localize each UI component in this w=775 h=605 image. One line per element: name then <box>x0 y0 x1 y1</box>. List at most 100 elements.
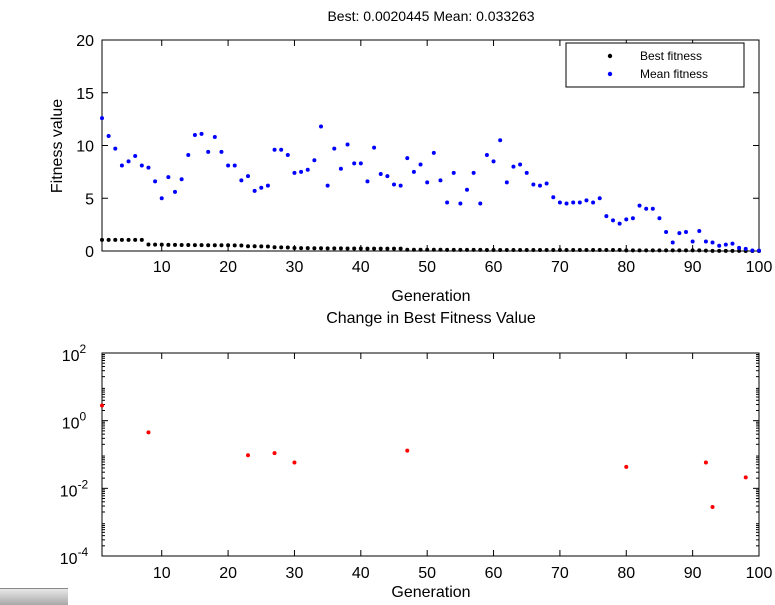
mean-fitness-point <box>259 185 264 190</box>
best-fitness-point <box>438 247 443 252</box>
best-fitness-point <box>285 245 290 250</box>
fitness-plot-x-tick-label: 90 <box>684 259 702 276</box>
mean-fitness-point <box>451 170 456 175</box>
fitness-plot-x-label: Generation <box>391 288 470 305</box>
mean-fitness-point <box>710 240 715 245</box>
best-fitness-point <box>299 246 304 251</box>
change-point <box>703 460 708 465</box>
mean-fitness-point <box>358 161 363 166</box>
best-fitness-point <box>365 246 370 251</box>
change-plot-x-tick-label: 60 <box>485 565 503 582</box>
change-plot-y-tick-label: 100 <box>62 410 87 433</box>
best-fitness-point <box>591 247 596 252</box>
best-fitness-point <box>498 247 503 252</box>
best-fitness-point <box>212 243 217 248</box>
mean-fitness-point <box>133 154 138 159</box>
best-fitness-point <box>577 247 582 252</box>
fitness-plot-title: Best: 0.0020445 Mean: 0.033263 <box>327 8 534 24</box>
best-fitness-point <box>690 248 695 253</box>
mean-fitness-point <box>431 150 436 155</box>
best-fitness-point <box>179 242 184 247</box>
change-plot-x-tick-label: 80 <box>617 565 635 582</box>
mean-fitness-point <box>385 174 390 179</box>
fitness-plot-x-ticks: 10 20 30 40 50 60 70 80 90 100 <box>153 40 773 276</box>
best-fitness-point <box>723 248 728 253</box>
best-fitness-point <box>637 248 642 253</box>
change-plot-x-tick-label: 30 <box>286 565 304 582</box>
mean-fitness-point <box>670 240 675 245</box>
best-fitness-point <box>425 247 430 252</box>
change-plot-x-tick-label: 70 <box>551 565 569 582</box>
best-fitness-point <box>345 246 350 251</box>
best-fitness-point <box>265 244 270 249</box>
fitness-plot-x-tick-label: 60 <box>485 259 503 276</box>
legend-marker-best <box>607 53 613 59</box>
change-point <box>272 451 277 456</box>
best-fitness-point <box>405 247 410 252</box>
mean-fitness-point <box>199 131 204 136</box>
mean-fitness-point <box>531 182 536 187</box>
best-fitness-point <box>538 247 542 252</box>
mean-fitness-point <box>657 216 662 221</box>
fitness-plot-x-tick-label: 100 <box>746 259 773 276</box>
fitness-plot-y-label: Fitness value <box>49 99 66 193</box>
legend: Best fitness Mean fitness <box>565 42 745 88</box>
best-fitness-point <box>312 246 317 251</box>
mean-fitness-point <box>252 188 257 193</box>
best-fitness-point <box>199 243 204 248</box>
mean-fitness-point <box>345 142 350 147</box>
mean-fitness-point <box>312 158 317 163</box>
mean-fitness-point <box>584 198 589 203</box>
mean-fitness-point <box>212 135 217 140</box>
mean-fitness-point <box>126 159 131 164</box>
legend-box <box>565 42 745 88</box>
change-point <box>710 505 715 510</box>
horizontal-scrollbar[interactable] <box>0 588 68 605</box>
mean-fitness-point <box>219 149 224 154</box>
mean-fitness-point <box>604 214 609 219</box>
mean-fitness-point <box>173 189 177 194</box>
mean-fitness-point <box>690 239 695 244</box>
best-fitness-point <box>571 247 576 252</box>
mean-fitness-point <box>319 124 323 129</box>
best-fitness-point <box>511 247 516 252</box>
mean-fitness-point <box>757 248 761 253</box>
fitness-plot-y-tick-label: 20 <box>76 33 94 50</box>
best-fitness-point <box>451 247 456 252</box>
mean-fitness-point <box>338 166 343 171</box>
change-plot-x-tick-label: 40 <box>352 565 370 582</box>
mean-fitness-point <box>498 138 503 143</box>
mean-fitness-point <box>365 179 370 184</box>
mean-fitness-point <box>438 178 443 183</box>
best-fitness-point <box>518 247 523 252</box>
change-plot-y-tick-label: 102 <box>62 342 87 365</box>
change-plot-y-tick-exponent: 0 <box>80 410 87 424</box>
fitness-plot-x-tick-label: 80 <box>617 259 635 276</box>
best-fitness-point <box>684 248 688 253</box>
best-fitness-point <box>611 247 615 252</box>
best-fitness-point <box>159 242 164 247</box>
best-fitness-point <box>458 247 463 252</box>
best-fitness-point <box>392 246 396 251</box>
mean-fitness-point <box>630 216 635 221</box>
mean-fitness-point <box>544 181 549 186</box>
mean-fitness-point <box>352 161 357 166</box>
best-fitness-point <box>617 247 622 252</box>
best-fitness-point <box>531 247 536 252</box>
best-fitness-point <box>697 248 702 253</box>
mean-fitness-point <box>684 230 688 235</box>
best-fitness-point <box>378 246 383 251</box>
mean-fitness-point <box>292 170 297 175</box>
best-fitness-point <box>398 246 403 251</box>
best-fitness-point <box>338 246 343 251</box>
mean-fitness-point <box>272 147 277 152</box>
change-point <box>246 453 250 458</box>
best-fitness-point <box>173 242 177 247</box>
change-plot-x-tick-label: 10 <box>153 565 171 582</box>
fitness-plot-x-tick-label: 70 <box>551 259 569 276</box>
change-plot-y-tick-exponent: -4 <box>78 545 89 559</box>
best-fitness-point <box>272 245 277 250</box>
change-plot-x-label: Generation <box>391 584 470 601</box>
mean-fitness-point <box>305 167 310 172</box>
fitness-plot-y-tick-label: 5 <box>85 191 94 208</box>
